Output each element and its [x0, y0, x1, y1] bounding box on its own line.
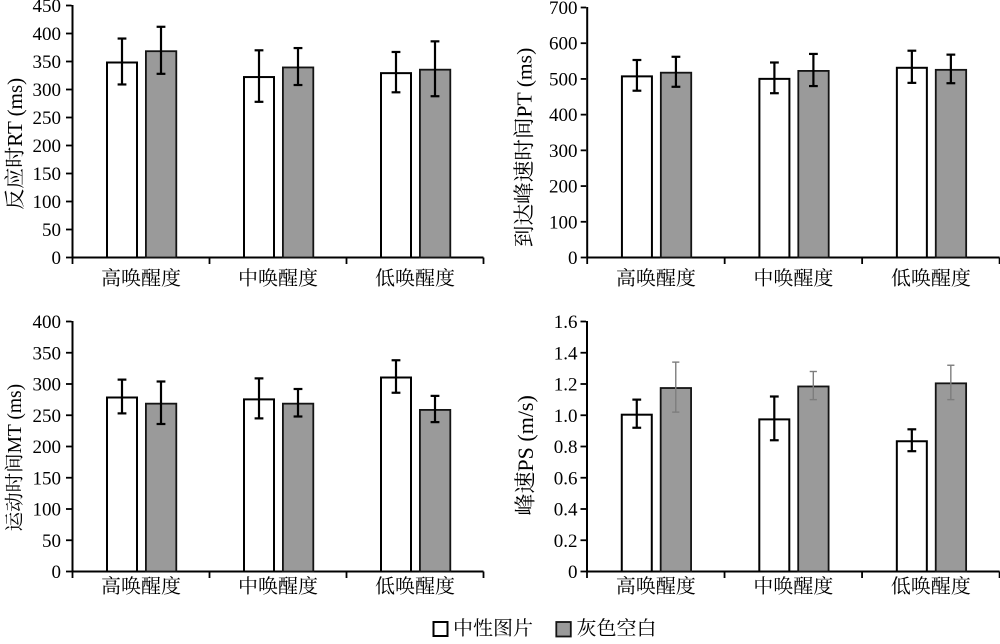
- svg-text:1.0: 1.0: [554, 406, 578, 427]
- svg-text:MT (ms): MT (ms): [5, 384, 26, 454]
- svg-text:PT (ms): PT (ms): [513, 48, 537, 118]
- svg-text:250: 250: [33, 406, 62, 427]
- svg-text:0: 0: [568, 248, 578, 269]
- svg-text:300: 300: [33, 375, 62, 396]
- svg-text:0.2: 0.2: [554, 531, 578, 552]
- svg-text:250: 250: [33, 108, 62, 129]
- svg-text:450: 450: [33, 0, 62, 17]
- svg-text:200: 200: [33, 136, 62, 157]
- svg-text:600: 600: [549, 34, 578, 55]
- svg-text:200: 200: [33, 437, 62, 458]
- svg-text:50: 50: [42, 220, 61, 241]
- svg-text:100: 100: [549, 212, 578, 233]
- svg-text:200: 200: [549, 177, 578, 198]
- svg-text:350: 350: [33, 52, 62, 73]
- svg-text:300: 300: [549, 141, 578, 162]
- svg-text:0: 0: [52, 562, 62, 583]
- svg-text:100: 100: [33, 500, 62, 521]
- svg-text:0.4: 0.4: [554, 500, 578, 521]
- svg-text:300: 300: [33, 80, 62, 101]
- svg-text:0.6: 0.6: [554, 468, 578, 489]
- svg-text:350: 350: [33, 343, 62, 364]
- svg-text:1.2: 1.2: [554, 375, 578, 396]
- svg-text:RT (ms): RT (ms): [3, 78, 27, 147]
- svg-text:0: 0: [52, 248, 62, 269]
- svg-text:150: 150: [33, 468, 62, 489]
- svg-text:1.6: 1.6: [554, 312, 578, 333]
- svg-text:500: 500: [549, 69, 578, 90]
- svg-text:0.8: 0.8: [554, 437, 578, 458]
- svg-text:400: 400: [33, 24, 62, 45]
- svg-text:0: 0: [568, 562, 578, 583]
- svg-text:1.4: 1.4: [554, 343, 578, 364]
- svg-text:400: 400: [33, 312, 62, 333]
- svg-text:150: 150: [33, 164, 62, 185]
- svg-text:50: 50: [42, 531, 61, 552]
- svg-text:700: 700: [549, 0, 578, 19]
- svg-text:PS (m/s): PS (m/s): [513, 395, 538, 471]
- svg-text:400: 400: [549, 105, 578, 126]
- svg-text:100: 100: [33, 192, 62, 213]
